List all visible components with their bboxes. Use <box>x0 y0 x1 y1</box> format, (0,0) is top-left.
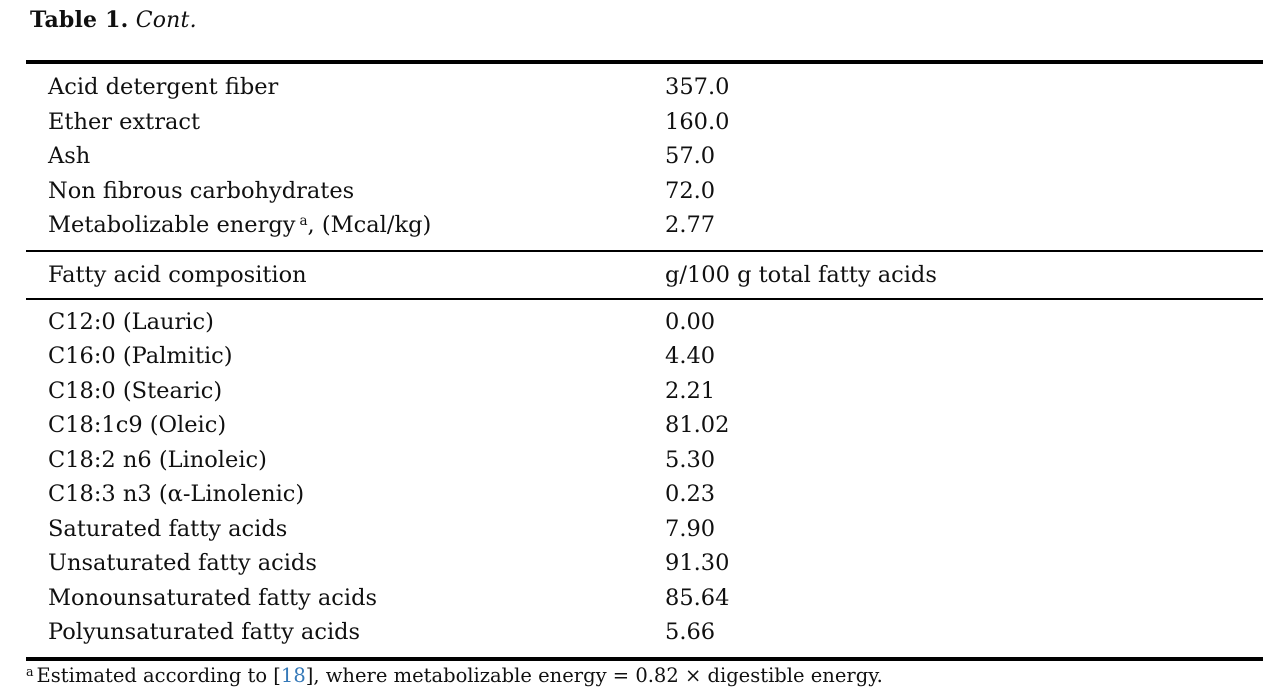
row-label: C18:0 (Stearic) <box>48 377 223 404</box>
table-row: C16:0 (Palmitic) 4.40 <box>26 339 1263 374</box>
row-value: 5.66 <box>665 619 716 646</box>
data-table: Acid detergent fiber 357.0 Ether extract… <box>26 60 1263 661</box>
row-label: Metabolizable energy a, (Mcal/kg) <box>26 212 665 238</box>
row-label: Polyunsaturated fatty acids <box>48 619 361 646</box>
row-value: 57.0 <box>665 143 716 170</box>
table-top-rule <box>26 60 1263 64</box>
row-label: Saturated fatty acids <box>48 515 288 542</box>
row-label: Ash <box>48 143 91 170</box>
row-value: 2.77 <box>665 212 716 239</box>
table-row: Metabolizable energy a, (Mcal/kg) 2.77 <box>26 208 1263 243</box>
table-caption-label: Table 1. <box>30 7 129 33</box>
row-label: Unsaturated fatty acids <box>48 550 317 577</box>
row-label: C18:2 n6 (Linoleic) <box>48 446 267 473</box>
section-divider-rule-top <box>26 249 1263 252</box>
row-label: Monounsaturated fatty acids <box>48 584 378 611</box>
row-value: 2.21 <box>665 377 716 404</box>
row-label-text: Metabolizable energy <box>48 212 296 239</box>
table-row: C12:0 (Lauric) 0.00 <box>26 305 1263 340</box>
table-caption: Table 1. Cont. <box>30 7 197 33</box>
table-row: C18:0 (Stearic) 2.21 <box>26 374 1263 409</box>
table-row: Ash 57.0 <box>26 139 1263 174</box>
row-label: Non fibrous carbohydrates <box>48 177 355 204</box>
row-value: 72.0 <box>665 177 716 204</box>
row-value: 160.0 <box>665 108 730 135</box>
table-row: C18:2 n6 (Linoleic) 5.30 <box>26 443 1263 478</box>
row-label: Ether extract <box>48 108 201 135</box>
row-value: 5.30 <box>665 446 716 473</box>
table-row: C18:3 n3 (α-Linolenic) 0.23 <box>26 477 1263 512</box>
proximate-section: Acid detergent fiber 357.0 Ether extract… <box>26 64 1263 250</box>
footnote-text-pre: Estimated according to [ <box>36 664 281 687</box>
table-row: Saturated fatty acids 7.90 <box>26 512 1263 547</box>
row-value: 81.02 <box>665 412 730 439</box>
header-col-unit: g/100 g total fatty acids <box>665 261 937 288</box>
footnote-text-post: ], where metabolizable energy = 0.82 × d… <box>305 664 883 687</box>
row-value: 357.0 <box>665 74 730 101</box>
row-label: C18:1c9 (Oleic) <box>48 412 227 439</box>
table-bottom-rule <box>26 656 1263 661</box>
table-row: Acid detergent fiber 357.0 <box>26 70 1263 105</box>
footnote-marker: a <box>26 663 34 679</box>
row-label: C12:0 (Lauric) <box>48 308 214 335</box>
header-col-parameter: Fatty acid composition <box>48 261 307 288</box>
table-caption-cont: Cont. <box>135 8 197 33</box>
fatty-acid-section: C12:0 (Lauric) 0.00 C16:0 (Palmitic) 4.4… <box>26 300 1263 657</box>
row-value: 0.00 <box>665 308 716 335</box>
table-row: Monounsaturated fatty acids 85.64 <box>26 581 1263 616</box>
row-label: C18:3 n3 (α-Linolenic) <box>48 481 305 508</box>
table-row: Non fibrous carbohydrates 72.0 <box>26 174 1263 209</box>
row-value: 0.23 <box>665 481 716 508</box>
row-value: 91.30 <box>665 550 730 577</box>
row-label: C16:0 (Palmitic) <box>48 343 233 370</box>
table-row: Polyunsaturated fatty acids 5.66 <box>26 615 1263 650</box>
row-label: Acid detergent fiber <box>48 74 279 101</box>
section-divider-rule-bottom <box>26 297 1263 300</box>
table-row: Ether extract 160.0 <box>26 105 1263 140</box>
row-value: 7.90 <box>665 515 716 542</box>
table-row: C18:1c9 (Oleic) 81.02 <box>26 408 1263 443</box>
row-value: 4.40 <box>665 343 716 370</box>
row-label-unit: , (Mcal/kg) <box>307 212 432 239</box>
table-footnote: a Estimated according to [18], where meta… <box>26 663 883 691</box>
table-row: Unsaturated fatty acids 91.30 <box>26 546 1263 581</box>
fatty-acid-header-row: Fatty acid composition g/100 g total fat… <box>26 252 1263 298</box>
row-value: 85.64 <box>665 584 730 611</box>
citation-link-18[interactable]: 18 <box>280 664 306 687</box>
footnote-marker-superscript: a <box>299 212 308 229</box>
